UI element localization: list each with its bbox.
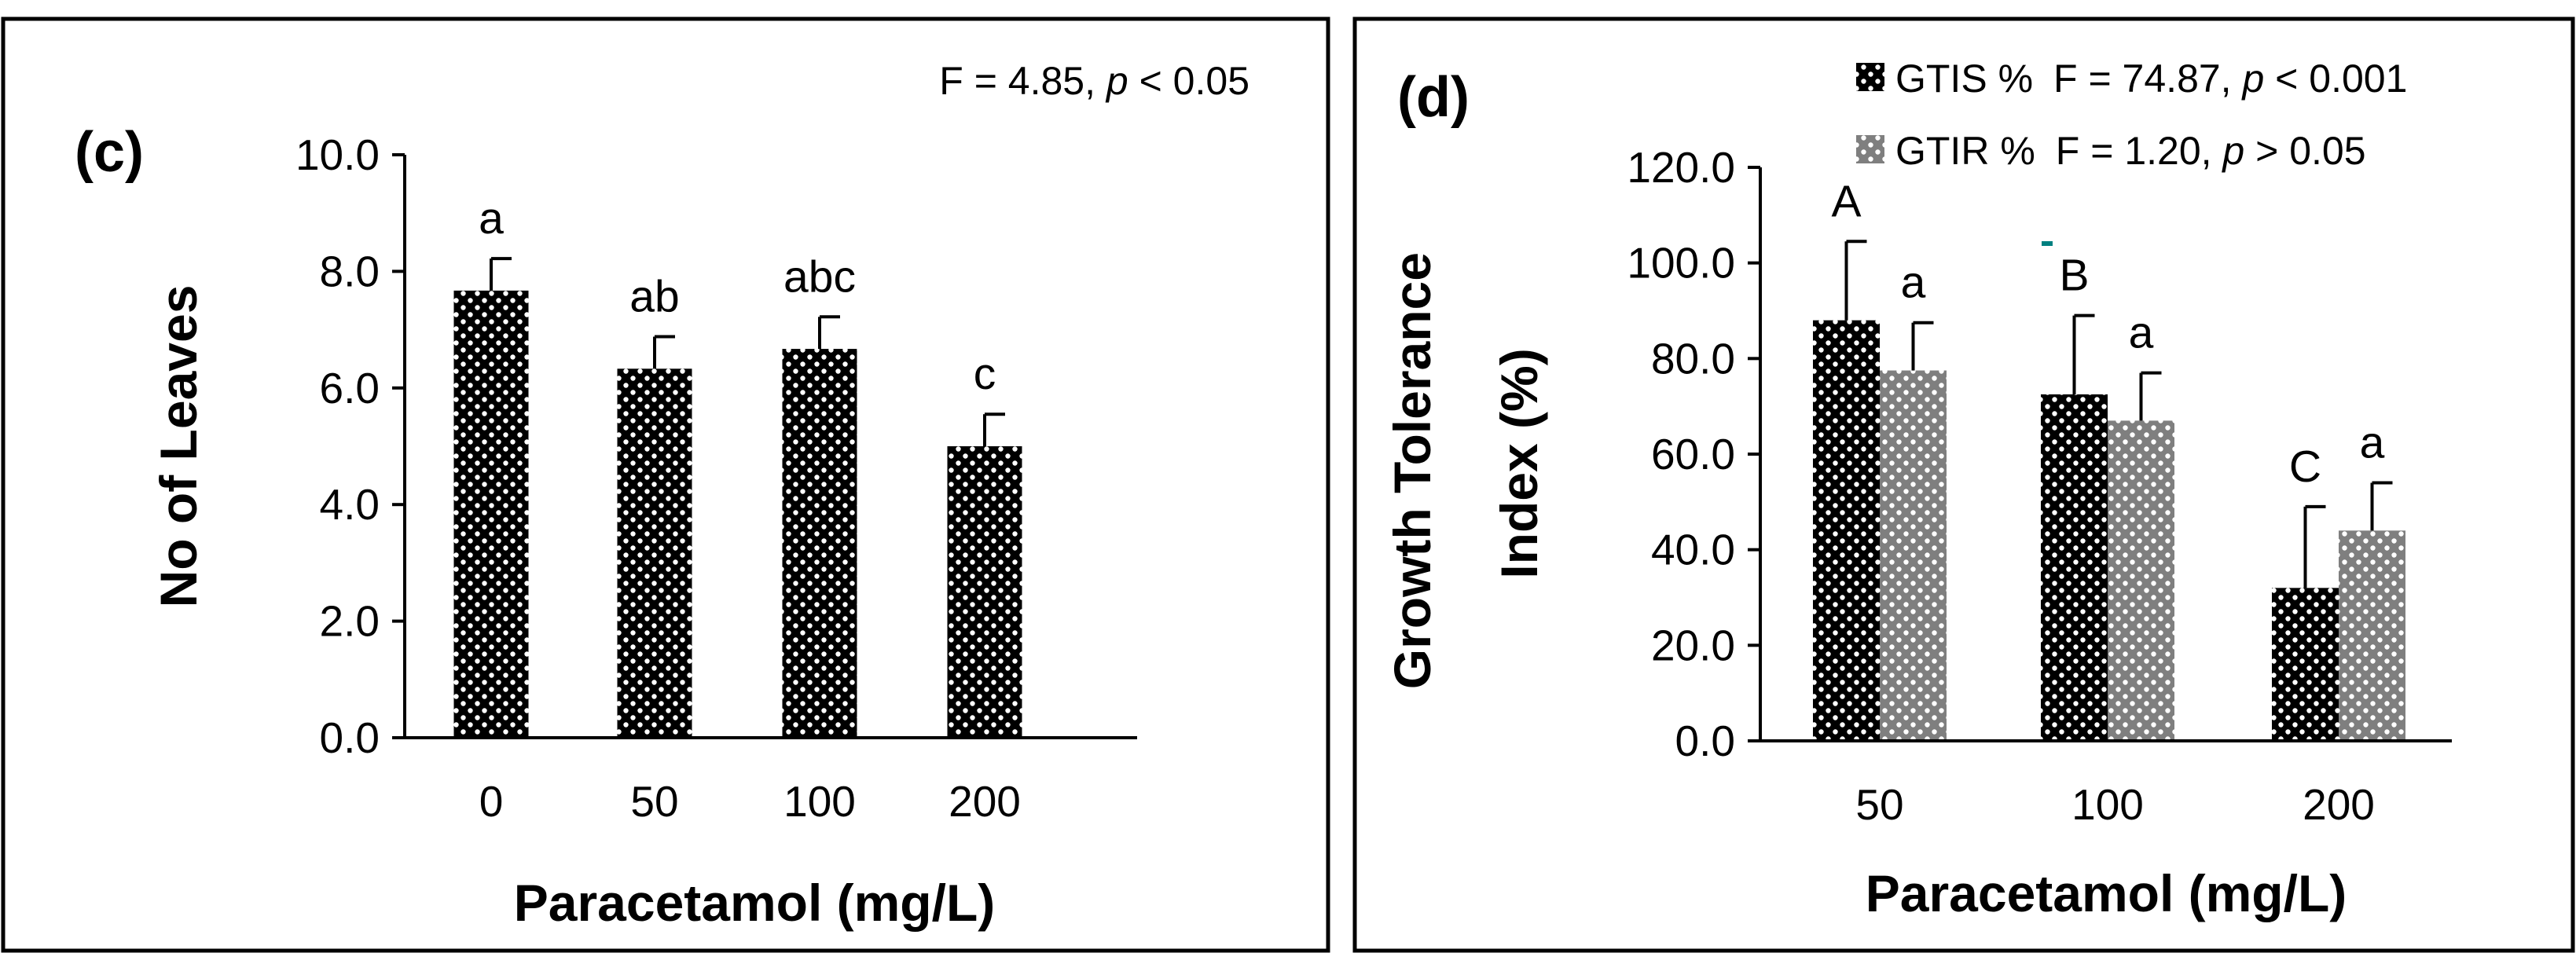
y-tick-label: 2.0 <box>320 597 380 646</box>
x-tick-label: 100 <box>2071 780 2144 829</box>
legend-label-gtir: GTIR % F = 1.20, p > 0.05 <box>1895 129 2366 173</box>
legend-name-gtis: GTIS % <box>1895 57 2033 101</box>
y-tick-label: 4.0 <box>320 480 380 529</box>
x-tick-label: 0 <box>479 777 504 826</box>
y-tick-label: 0.0 <box>1675 717 1735 765</box>
panel-d-y-axis-title-line-2: Index (%) <box>1490 348 1548 578</box>
panel-c-y-axis-title: No of Leaves <box>149 285 207 608</box>
y-tick-label: 0.0 <box>320 713 380 762</box>
legend-swatch-gtis <box>1856 63 1884 91</box>
panel-d-legend: GTIS % F = 74.87, p < 0.001 GTIR % F = 1.2… <box>1856 57 2407 173</box>
bar-gtir--50 <box>1880 370 1947 741</box>
panel-c-x-axis-ticks: 0 50 100 200 <box>479 777 1021 826</box>
panel-c: (c) F = 4.85, p < 0.05 0.0 2.0 4.0 6.0 8.0 10… <box>1 16 1330 953</box>
legend-swatch-gtir <box>1856 135 1884 163</box>
y-tick-label: 80.0 <box>1651 334 1735 383</box>
legend-stat-gtir-p: p <box>2221 129 2244 173</box>
y-tick-label: 60.0 <box>1651 430 1735 478</box>
significance-letter: a <box>1901 258 1926 308</box>
panel-d-significance-letters: A B Ca a a <box>1831 176 2384 492</box>
y-tick-label: 120.0 <box>1627 143 1735 192</box>
legend-stat-gtir-prefix: F = 1.20, <box>2056 129 2223 173</box>
panel-c-x-axis-title: Paracetamol (mg/L) <box>514 874 996 932</box>
bar-gtis--200 <box>2272 588 2339 741</box>
bar-no-of-leaves-50 <box>617 368 692 738</box>
panel-c-stat-p: p <box>1105 59 1128 103</box>
legend-label-gtis: GTIS % F = 74.87, p < 0.001 <box>1895 57 2407 101</box>
bar-no-of-leaves-200 <box>947 446 1022 738</box>
panel-d-y-axis-ticks: 0.0 20.0 40.0 60.0 80.0 100.0 120.0 <box>1627 143 1760 765</box>
panel-d-x-axis-ticks: 50 100 200 <box>1855 780 2374 829</box>
panel-d: (d) GTIS % F = 74.87, p < 0.001 GTIR % F =… <box>1352 16 2575 953</box>
panel-c-stat: F = 4.85, p < 0.05 <box>939 59 1249 103</box>
panel-d-frame <box>1352 16 2575 953</box>
y-tick-label: 100.0 <box>1627 239 1735 288</box>
significance-letter: a <box>2129 308 2154 358</box>
legend-stat-gtis-suffix: < 0.001 <box>2264 57 2407 101</box>
x-tick-label: 50 <box>630 777 678 826</box>
legend-stat-gtis-p: p <box>2240 57 2264 101</box>
legend-stat-gtis-prefix: F = 74.87, <box>2053 57 2242 101</box>
panel-d-bars <box>1813 320 2405 742</box>
significance-letter: C <box>2289 442 2321 492</box>
significance-letter: A <box>1831 176 1861 226</box>
x-tick-label: 100 <box>783 777 856 826</box>
y-tick-label: 40.0 <box>1651 526 1735 574</box>
panel-c-stat-suffix: < 0.05 <box>1128 59 1249 103</box>
panel-d-y-axis-title: Growth Tolerance Index (%) <box>1383 238 1548 690</box>
y-tick-label: 10.0 <box>295 130 380 179</box>
panel-d-x-axis-title: Paracetamol (mg/L) <box>1866 864 2347 922</box>
x-tick-label: 200 <box>949 777 1021 826</box>
significance-letter: abc <box>783 251 856 302</box>
significance-letter: ab <box>629 272 679 322</box>
y-tick-label: 6.0 <box>320 364 380 412</box>
legend-name-gtir: GTIR % <box>1895 129 2035 173</box>
y-tick-label: 8.0 <box>320 247 380 295</box>
y-tick-label: 20.0 <box>1651 621 1735 669</box>
bar-gtis--50 <box>1813 320 1880 742</box>
significance-letter: c <box>974 349 996 399</box>
bar-gtir--200 <box>2339 530 2405 741</box>
significance-letter: a <box>479 193 504 244</box>
bar-no-of-leaves-0 <box>453 290 529 738</box>
x-tick-label: 200 <box>2303 780 2375 829</box>
panel-d-y-axis-title-line-1: Growth Tolerance <box>1383 252 1441 689</box>
significance-letter: B <box>2059 251 2089 301</box>
bar-gtis--100 <box>2041 394 2108 741</box>
panel-c-stat-prefix: F = 4.85, <box>939 59 1106 103</box>
significance-letter: a <box>2360 418 2385 468</box>
panel-c-frame <box>1 16 1330 953</box>
panel-c-label: (c) <box>75 121 144 184</box>
bar-gtir--100 <box>2108 420 2174 741</box>
panel-d-error-bars <box>1844 240 2393 588</box>
x-tick-label: 50 <box>1855 780 1903 829</box>
bar-no-of-leaves-100 <box>782 349 857 738</box>
panel-c-bars <box>453 290 1022 738</box>
panel-c-y-axis-ticks: 0.0 2.0 4.0 6.0 8.0 10.0 <box>295 130 405 762</box>
panel-c-significance-letters: a ab abc c <box>479 193 996 399</box>
panel-c-error-bars <box>490 257 1005 446</box>
legend-stat-gtir-suffix: > 0.05 <box>2244 129 2365 173</box>
panel-d-label: (d) <box>1397 66 1470 129</box>
